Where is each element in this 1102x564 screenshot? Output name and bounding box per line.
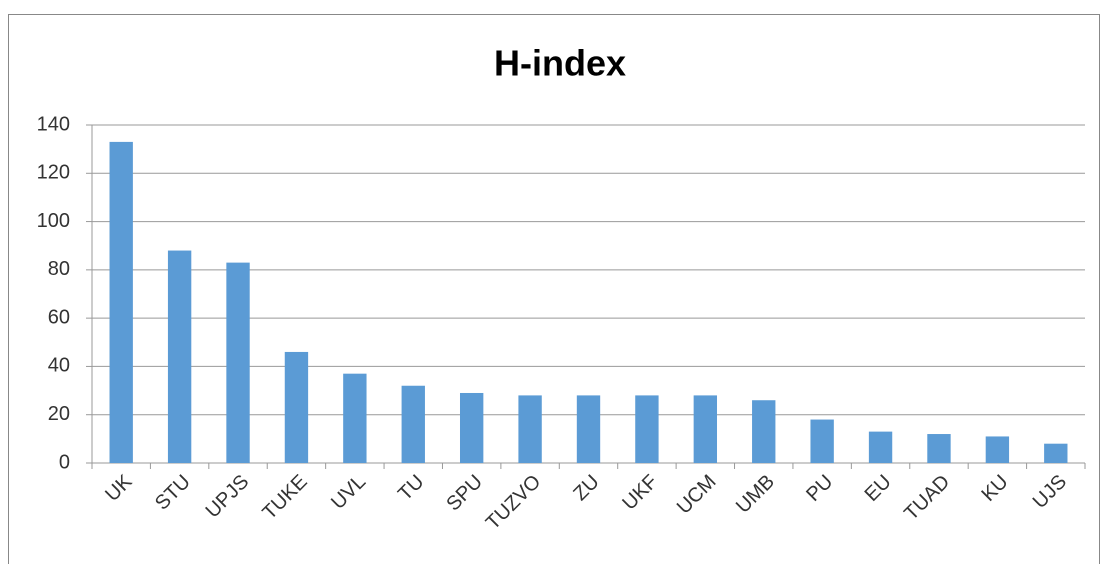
y-tick-label: 20 bbox=[48, 403, 70, 425]
bar bbox=[576, 395, 601, 463]
y-tick-label: 60 bbox=[48, 306, 70, 328]
bar bbox=[167, 250, 192, 463]
bar bbox=[109, 141, 133, 463]
chart-title: H-index bbox=[494, 43, 626, 84]
y-tick-label: 0 bbox=[59, 451, 70, 473]
bar bbox=[927, 434, 951, 463]
y-tick-label: 140 bbox=[37, 113, 70, 135]
bar bbox=[868, 431, 893, 463]
bar bbox=[226, 262, 250, 463]
y-tick-label: 100 bbox=[37, 210, 70, 232]
bar bbox=[518, 395, 542, 463]
bar bbox=[985, 436, 1010, 463]
y-tick-label: 120 bbox=[37, 162, 70, 184]
bar bbox=[284, 351, 309, 463]
bar bbox=[752, 400, 776, 463]
bar bbox=[810, 419, 834, 463]
bar bbox=[635, 395, 659, 463]
bar bbox=[1044, 443, 1068, 463]
bar bbox=[693, 395, 718, 463]
y-tick-label: 40 bbox=[48, 355, 70, 377]
y-tick-label: 80 bbox=[48, 258, 70, 280]
bar bbox=[401, 385, 425, 463]
bar bbox=[343, 373, 367, 463]
bar bbox=[459, 392, 484, 463]
